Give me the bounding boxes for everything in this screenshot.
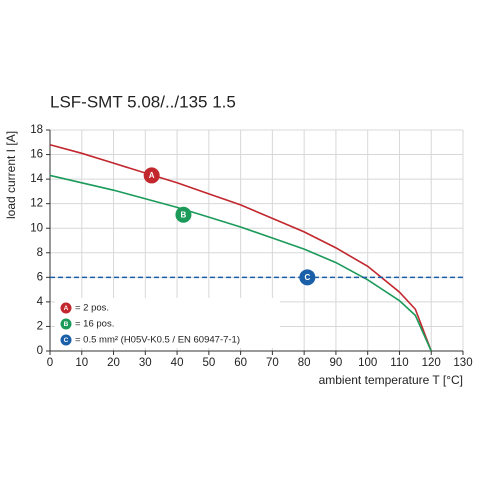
legend-label: = 2 pos. bbox=[75, 303, 109, 314]
y-tick-label: 0 bbox=[37, 345, 43, 357]
x-tick-label: 20 bbox=[107, 357, 120, 369]
marker-letter: A bbox=[64, 305, 69, 312]
x-tick-label: 90 bbox=[330, 357, 343, 369]
y-tick-label: 2 bbox=[37, 320, 43, 332]
x-tick-label: 0 bbox=[47, 357, 53, 369]
x-tick-label: 70 bbox=[266, 357, 279, 369]
x-tick-label: 40 bbox=[171, 357, 184, 369]
data-marker bbox=[299, 269, 316, 286]
marker-letter: B bbox=[181, 210, 187, 219]
x-tick-label: 10 bbox=[75, 357, 88, 369]
y-tick-label: 4 bbox=[37, 296, 44, 308]
marker-badge bbox=[60, 334, 72, 346]
y-tick-label: 16 bbox=[30, 149, 43, 161]
legend-label: = 0.5 mm² (H05V-K0.5 / EN 60947-7-1) bbox=[75, 335, 240, 346]
chart-title: LSF-SMT 5.08/../135 1.5 bbox=[50, 92, 236, 111]
series-line bbox=[49, 143, 432, 352]
x-tick-label: 120 bbox=[422, 357, 441, 369]
marker-badge bbox=[60, 318, 72, 330]
data-marker bbox=[143, 167, 160, 184]
x-axis-label: ambient temperature T [°C] bbox=[319, 373, 463, 387]
data-marker bbox=[175, 206, 192, 223]
legend-label: = 16 pos. bbox=[75, 319, 114, 330]
y-tick-label: 12 bbox=[30, 198, 43, 210]
marker-letter: B bbox=[64, 321, 69, 328]
y-tick-label: 8 bbox=[37, 247, 43, 259]
marker-badge bbox=[60, 302, 72, 314]
x-tick-label: 60 bbox=[234, 357, 247, 369]
marker-letter: C bbox=[304, 273, 310, 282]
y-axis-label: load current I [A] bbox=[4, 131, 18, 219]
x-tick-label: 110 bbox=[390, 357, 408, 369]
y-tick-label: 18 bbox=[30, 124, 43, 136]
y-tick-label: 10 bbox=[30, 222, 43, 234]
marker-letter: A bbox=[149, 171, 155, 180]
x-tick-label: 130 bbox=[453, 357, 472, 369]
legend-box bbox=[55, 298, 280, 348]
marker-letter: C bbox=[64, 337, 69, 344]
x-tick-label: 80 bbox=[298, 357, 311, 369]
x-tick-label: 30 bbox=[139, 357, 152, 369]
y-tick-label: 6 bbox=[37, 271, 43, 283]
y-tick-label: 14 bbox=[30, 173, 43, 185]
x-tick-label: 50 bbox=[202, 357, 215, 369]
series-line bbox=[49, 174, 432, 352]
x-tick-label: 100 bbox=[358, 357, 377, 369]
